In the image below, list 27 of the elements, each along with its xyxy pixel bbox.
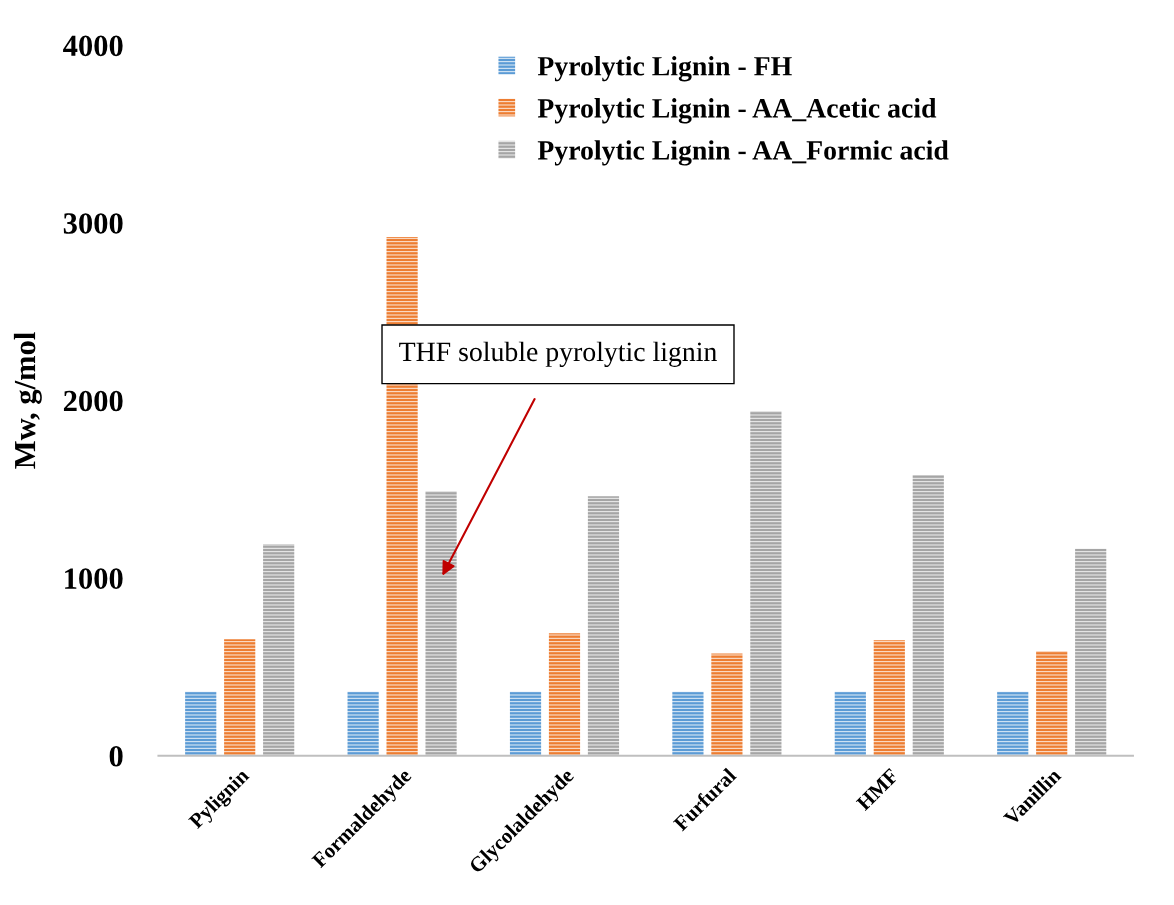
legend-label: Pyrolytic Lignin - AA_Acetic acid: [537, 98, 937, 124]
bar: [711, 653, 743, 756]
bar: [834, 691, 866, 756]
bar: [185, 691, 217, 756]
y-tick-label: 4000: [63, 35, 123, 57]
legend-label: Pyrolytic Lignin - FH: [537, 56, 792, 82]
bar: [672, 691, 704, 756]
y-tick-label: 1000: [65, 568, 123, 589]
bar: [425, 491, 457, 756]
bar: [509, 691, 542, 756]
y-axis-title: Mw, g/mol: [13, 332, 42, 469]
bar: [912, 475, 944, 756]
bar: [224, 639, 256, 756]
bar: [1075, 548, 1107, 756]
bar: [347, 691, 379, 756]
bar: [1036, 650, 1068, 756]
y-tick-label: 2000: [63, 390, 123, 412]
bar: [587, 496, 620, 756]
legend-label: Pyrolytic Lignin - AA_Formic acid: [537, 140, 949, 166]
annotation: THF soluble pyrolytic lignin: [399, 341, 717, 367]
y-tick-label: 3000: [63, 213, 123, 234]
bar: [997, 691, 1029, 756]
bar: [548, 633, 581, 756]
bar: [873, 640, 905, 756]
y-tick-label: 0: [109, 745, 123, 767]
bar: [750, 411, 782, 756]
bar: [263, 544, 295, 756]
